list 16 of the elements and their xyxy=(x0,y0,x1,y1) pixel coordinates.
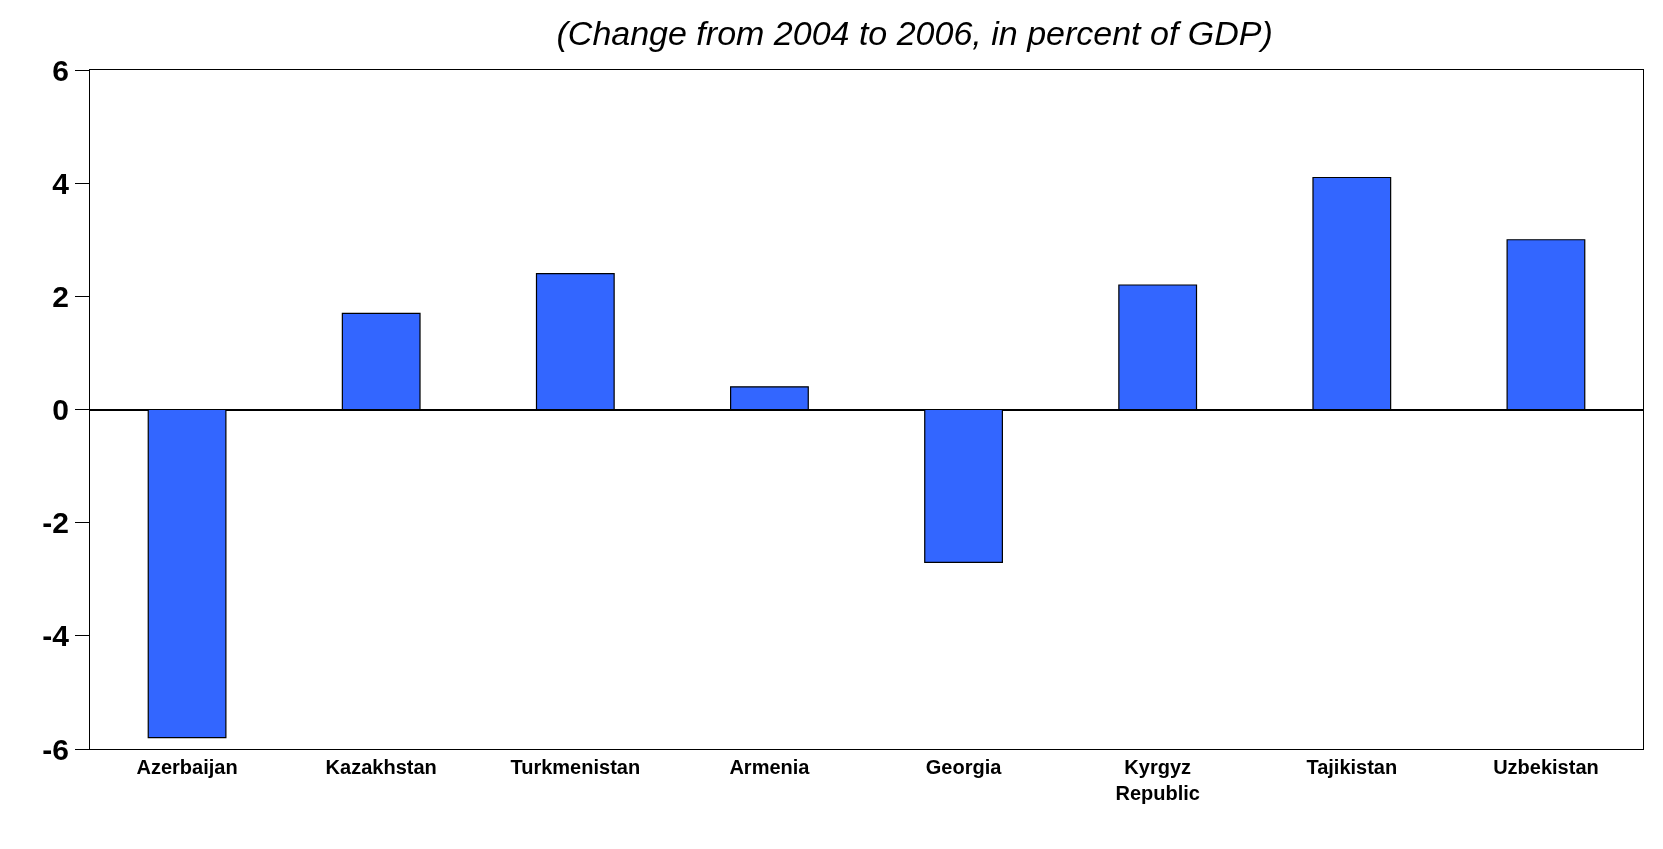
y-tick-label: -4 xyxy=(42,619,70,653)
y-tick-label: 4 xyxy=(52,166,70,200)
x-tick-label: Kyrgyz Republic xyxy=(1115,756,1200,804)
y-tick-label: -6 xyxy=(42,732,69,766)
y-tick-label: 2 xyxy=(52,279,69,313)
x-tick-label: Uzbekistan xyxy=(1493,756,1599,778)
x-tick-label: Kazakhstan xyxy=(325,756,437,778)
chart-subtitle: (Change from 2004 to 2006, in percent of GDP) xyxy=(556,14,1273,53)
x-tick-label: Georgia xyxy=(925,756,1003,778)
x-tick-label: Turkmenistan xyxy=(510,756,641,778)
y-tick-label: 0 xyxy=(52,393,69,426)
x-tick-label: Tajikistan xyxy=(1306,756,1398,778)
y-tick-label: -2 xyxy=(42,506,69,540)
y-tick-label: 6 xyxy=(52,53,69,87)
x-tick-label: Armenia xyxy=(729,756,811,778)
x-tick-label: Azerbaijan xyxy=(136,756,238,778)
